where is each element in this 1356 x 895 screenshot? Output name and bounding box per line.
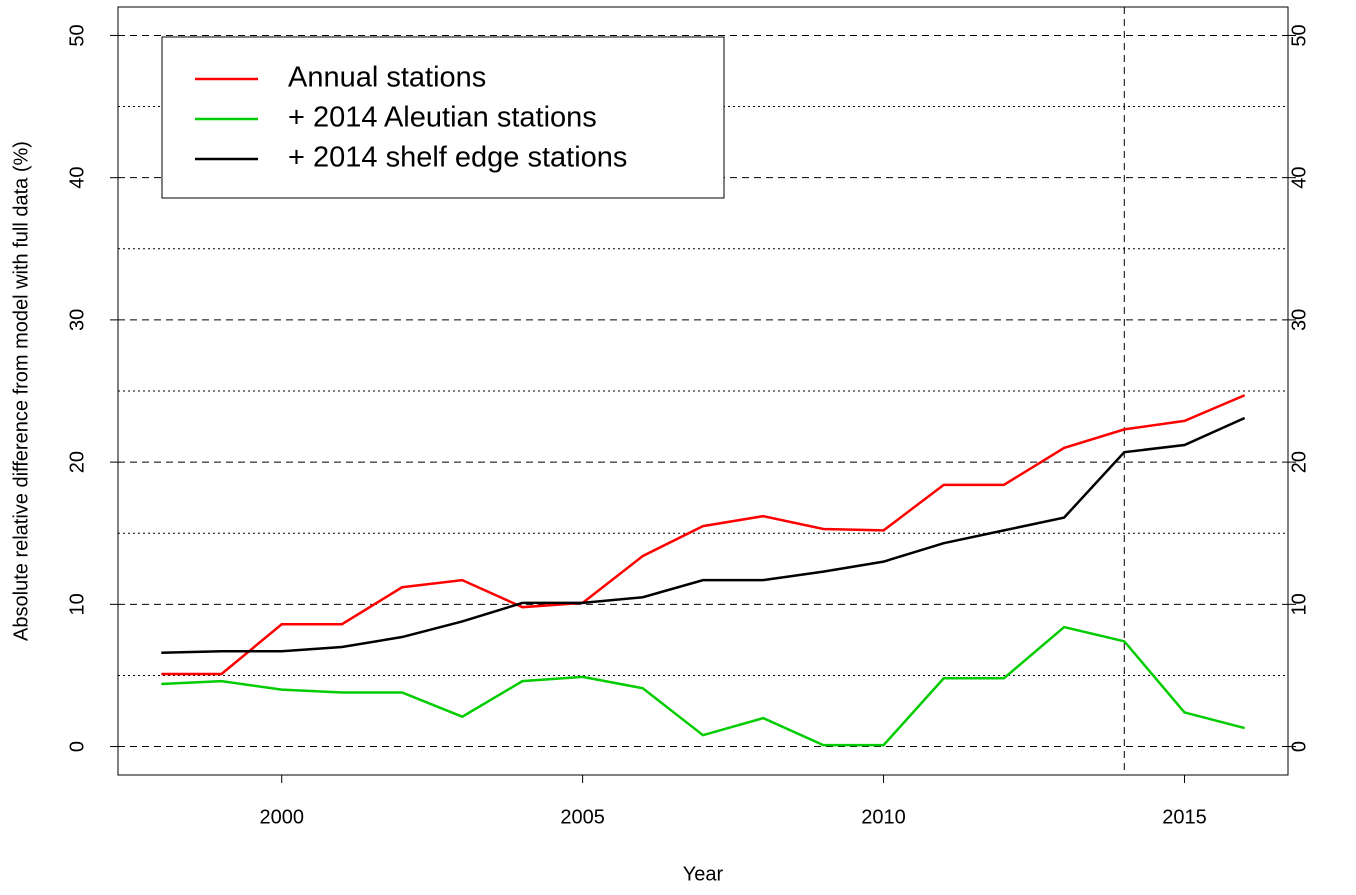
legend-label: + 2014 Aleutian stations — [288, 102, 597, 134]
data-line — [161, 416, 1246, 654]
x-axis-label: Year — [683, 863, 724, 885]
legend-label: + 2014 shelf edge stations — [288, 142, 627, 174]
data-line — [161, 394, 1246, 676]
plot-frame — [117, 6, 1289, 776]
y-tick-label: 50 — [66, 24, 88, 46]
y-tick-label: 40 — [66, 167, 88, 189]
y-axis-label: Absolute relative difference from model … — [10, 141, 32, 641]
x-tick-label: 2015 — [1162, 806, 1207, 828]
y2-tick-label: 10 — [1288, 593, 1310, 615]
y2-tick-label: 50 — [1288, 24, 1310, 46]
data-line — [161, 625, 1245, 747]
legend-label: Annual stations — [288, 62, 486, 94]
y-tick-label: 10 — [66, 593, 88, 615]
y2-tick-label: 40 — [1288, 167, 1310, 189]
legend-box — [161, 36, 725, 199]
y-tick-label: 20 — [66, 451, 88, 473]
y-tick-label: 30 — [66, 309, 88, 331]
y2-tick-label: 0 — [1288, 741, 1310, 752]
x-tick-label: 2010 — [861, 806, 906, 828]
x-tick-label: 2000 — [259, 806, 304, 828]
y2-tick-label: 30 — [1288, 309, 1310, 331]
y-tick-label: 0 — [66, 741, 88, 752]
x-tick-label: 2005 — [560, 806, 605, 828]
y2-tick-label: 20 — [1288, 451, 1310, 473]
